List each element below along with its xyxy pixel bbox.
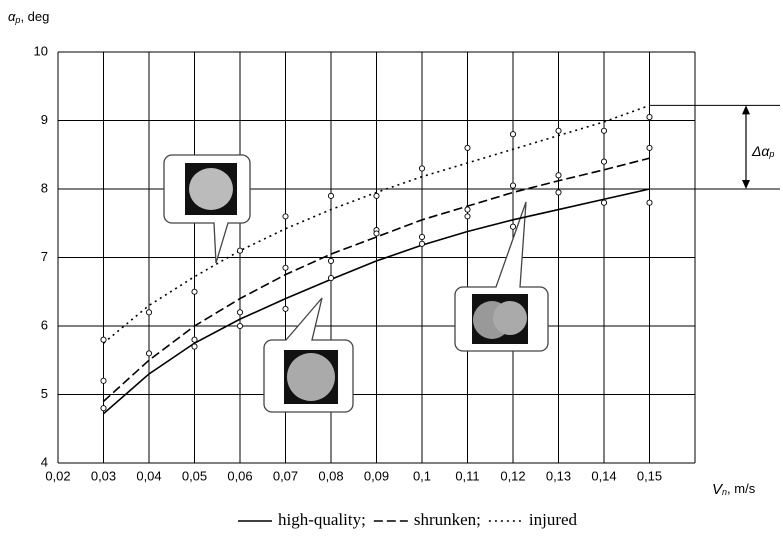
data-point (419, 241, 424, 246)
x-tick-label: 0,14 (591, 468, 616, 483)
x-tick-label: 0,07 (273, 468, 298, 483)
legend: high-quality;shrunken;injured (238, 510, 578, 529)
x-tick-label: 0,1 (413, 468, 431, 483)
data-point (510, 132, 515, 137)
x-tick-label: 0,04 (136, 468, 161, 483)
arrowhead (742, 180, 750, 189)
data-point (374, 231, 379, 236)
y-tick-label: 10 (34, 43, 48, 58)
data-point (101, 406, 106, 411)
x-tick-label: 0,02 (45, 468, 70, 483)
data-point (510, 224, 515, 229)
x-tick-label: 0,06 (227, 468, 252, 483)
delta-sub: p (768, 149, 774, 159)
data-point (192, 337, 197, 342)
chart: αp, deg Vn, m/s Δαp high-quality;shrunke… (0, 0, 783, 538)
data-point (647, 200, 652, 205)
y-label-unit: , deg (20, 9, 49, 24)
photo-callouts (164, 155, 548, 412)
x-tick-label: 0,03 (91, 468, 116, 483)
data-point (192, 344, 197, 349)
data-point (283, 265, 288, 270)
y-tick-label: 4 (41, 454, 48, 469)
data-point (647, 114, 652, 119)
data-point (146, 351, 151, 356)
delta-label: Δαp (751, 143, 774, 160)
data-point (237, 310, 242, 315)
data-point (601, 128, 606, 133)
data-point (374, 193, 379, 198)
photo (287, 353, 335, 401)
data-point (510, 183, 515, 188)
y-tick-label: 9 (41, 112, 48, 127)
data-point (465, 214, 470, 219)
data-point (237, 248, 242, 253)
data-point (601, 159, 606, 164)
x-tick-label: 0,13 (546, 468, 571, 483)
data-point (465, 145, 470, 150)
data-point (328, 258, 333, 263)
data-point (647, 145, 652, 150)
data-point (328, 275, 333, 280)
y-label: αp, deg (8, 9, 49, 25)
data-point (556, 128, 561, 133)
legend-label: injured (529, 510, 578, 529)
y-tick-label: 6 (41, 317, 48, 332)
data-point (556, 190, 561, 195)
x-tick-label: 0,11 (455, 468, 479, 483)
legend-separator: ; (361, 510, 366, 529)
data-point (101, 378, 106, 383)
legend-label: high-quality (278, 510, 362, 529)
data-point (601, 200, 606, 205)
data-point (328, 193, 333, 198)
arrowhead (742, 105, 750, 114)
x-label: Vn, m/s (712, 481, 756, 498)
y-tick-label: 8 (41, 180, 48, 195)
grid (58, 52, 695, 463)
data-point (283, 306, 288, 311)
legend-separator: ; (476, 510, 481, 529)
data-point (465, 207, 470, 212)
x-label-unit: , m/s (727, 481, 756, 496)
data-point (146, 310, 151, 315)
x-tick-label: 0,15 (637, 468, 662, 483)
legend-label: shrunken (414, 510, 477, 529)
data-point (556, 173, 561, 178)
data-point (237, 323, 242, 328)
data-point (101, 337, 106, 342)
x-tick-label: 0,05 (182, 468, 207, 483)
data-point (283, 214, 288, 219)
y-tick-label: 7 (41, 249, 48, 264)
photo (189, 168, 233, 210)
data-point (419, 234, 424, 239)
y-tick-label: 5 (41, 386, 48, 401)
x-tick-label: 0,09 (364, 468, 389, 483)
data-point (192, 289, 197, 294)
data-point (419, 166, 424, 171)
x-tick-label: 0,08 (318, 468, 343, 483)
delta-symbol: Δα (751, 143, 770, 159)
photo (493, 301, 527, 335)
x-tick-label: 0,12 (500, 468, 525, 483)
